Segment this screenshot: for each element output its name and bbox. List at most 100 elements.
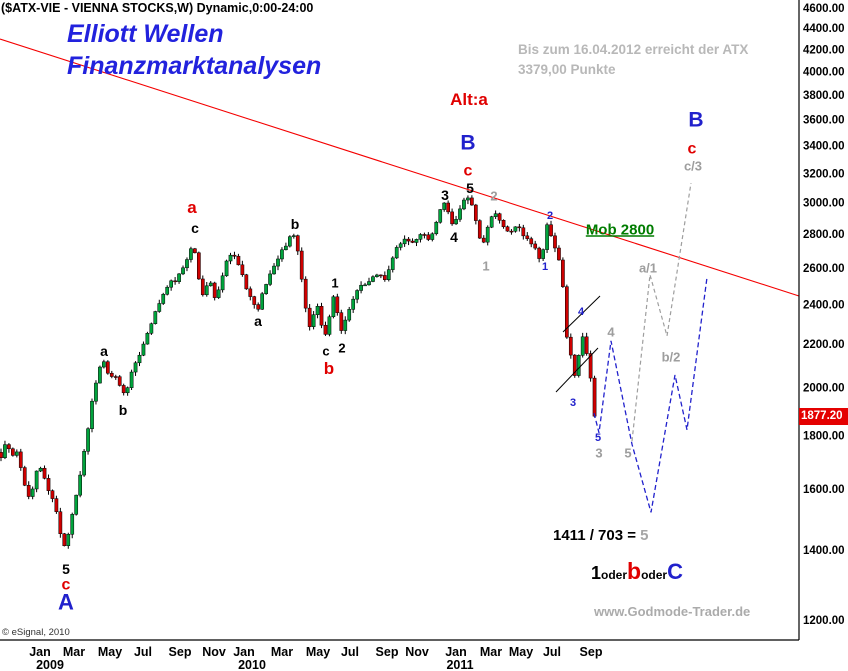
wave-label: A — [58, 590, 74, 615]
x-month-label: Sep — [376, 645, 399, 659]
candle-body — [343, 319, 348, 331]
y-tick-label: 3400.00 — [803, 141, 845, 153]
candle-body — [438, 209, 443, 223]
candle-body — [454, 219, 458, 225]
candle-body — [331, 296, 336, 318]
candle-body — [382, 275, 387, 280]
y-tick-label: 4400.00 — [803, 23, 845, 35]
candle-body — [367, 281, 371, 286]
candle-body — [153, 311, 158, 324]
candle-body — [62, 533, 67, 546]
candle-body — [434, 221, 439, 235]
candle-body — [157, 303, 162, 312]
wave-label: B — [688, 108, 703, 131]
candle-body — [197, 252, 201, 280]
candle-body — [14, 451, 19, 456]
y-tick-label: 1800.00 — [803, 430, 845, 442]
candle-body — [386, 269, 391, 280]
wave-label: c — [322, 344, 329, 359]
candle-body — [280, 249, 284, 260]
x-month-label: Jan — [233, 645, 255, 659]
candle-body — [94, 382, 98, 402]
fib-formula-result: 5 — [640, 527, 649, 544]
candle-body — [446, 202, 450, 213]
candle-body — [576, 355, 581, 376]
wave-label: 1 — [331, 276, 338, 291]
candle-body — [117, 376, 122, 386]
candle-body — [426, 234, 431, 240]
candle-body — [125, 387, 130, 394]
candle-body — [272, 265, 276, 275]
candle-body — [58, 511, 63, 534]
candle-body — [379, 274, 383, 277]
candle-body — [26, 484, 31, 497]
candle-body — [545, 224, 549, 250]
alt-label-c: C — [667, 559, 683, 584]
candle-body — [264, 284, 268, 294]
channel-line — [562, 295, 601, 333]
x-month-label: Mar — [63, 645, 85, 659]
candle-body — [489, 216, 494, 228]
wave-label: a — [187, 198, 197, 217]
candle-body — [50, 490, 55, 499]
candle-body — [450, 211, 454, 225]
y-tick-label: 1200.00 — [803, 615, 845, 627]
x-year-label: 2010 — [238, 658, 266, 671]
candle-body — [98, 366, 102, 384]
candle-body — [430, 233, 435, 240]
candle-body — [228, 254, 233, 262]
x-month-label: Sep — [169, 645, 192, 659]
candle-body — [406, 238, 411, 242]
candle-body — [553, 235, 557, 249]
candle-body — [149, 323, 154, 334]
candle-body — [216, 289, 221, 298]
candle-body — [533, 243, 538, 249]
candle-body — [240, 264, 245, 276]
candle-body — [204, 285, 209, 296]
wave-label: 5 — [624, 446, 631, 461]
candle-body — [70, 514, 75, 535]
fib-formula-expression: 1411 / 703 = — [553, 527, 641, 544]
candle-body — [288, 236, 292, 247]
last-price-tag: 1877.20 — [799, 408, 848, 425]
candle-body — [7, 444, 11, 450]
candle-body — [541, 249, 545, 259]
candle-body — [295, 235, 300, 252]
wave-label: 2 — [547, 210, 553, 222]
alt-oder-1: oder — [601, 568, 628, 582]
candle-body — [78, 474, 82, 496]
candle-body — [137, 354, 142, 364]
candle-body — [200, 278, 205, 296]
candle-body — [42, 467, 47, 479]
x-month-label: Jan — [445, 645, 467, 659]
wave-label: 3 — [570, 397, 576, 409]
channel-line — [555, 347, 599, 393]
y-tick-label: 2800.00 — [803, 229, 845, 241]
x-month-label: May — [98, 645, 122, 659]
candle-body — [442, 202, 447, 210]
y-tick-label: 4200.00 — [803, 44, 845, 56]
candle-body — [394, 247, 399, 259]
x-month-label: Mar — [480, 645, 502, 659]
candle-body — [335, 296, 340, 313]
y-tick-label: 4600.00 — [803, 3, 845, 15]
candle-body — [319, 306, 324, 326]
candle-body — [501, 219, 506, 228]
candle-body — [193, 248, 197, 254]
x-month-label: Jul — [134, 645, 152, 659]
candle-body — [260, 293, 265, 310]
alt-label-1: 1 — [591, 563, 602, 583]
candle-body — [3, 444, 7, 459]
candle-body — [11, 448, 15, 456]
candle-body — [477, 220, 482, 239]
candle-body — [359, 284, 363, 291]
candle-body — [422, 234, 427, 236]
projection-gray — [631, 182, 692, 442]
forecast-note: Bis zum 16.04.2012 erreicht der ATX 3379… — [518, 40, 748, 80]
wave-label: 4 — [607, 325, 615, 340]
y-tick-label: 2000.00 — [803, 382, 845, 394]
wave-alternatives: 1 oder b oder C — [591, 558, 683, 585]
wave-label: Mob 2800 — [586, 221, 654, 238]
candle-body — [185, 259, 189, 269]
